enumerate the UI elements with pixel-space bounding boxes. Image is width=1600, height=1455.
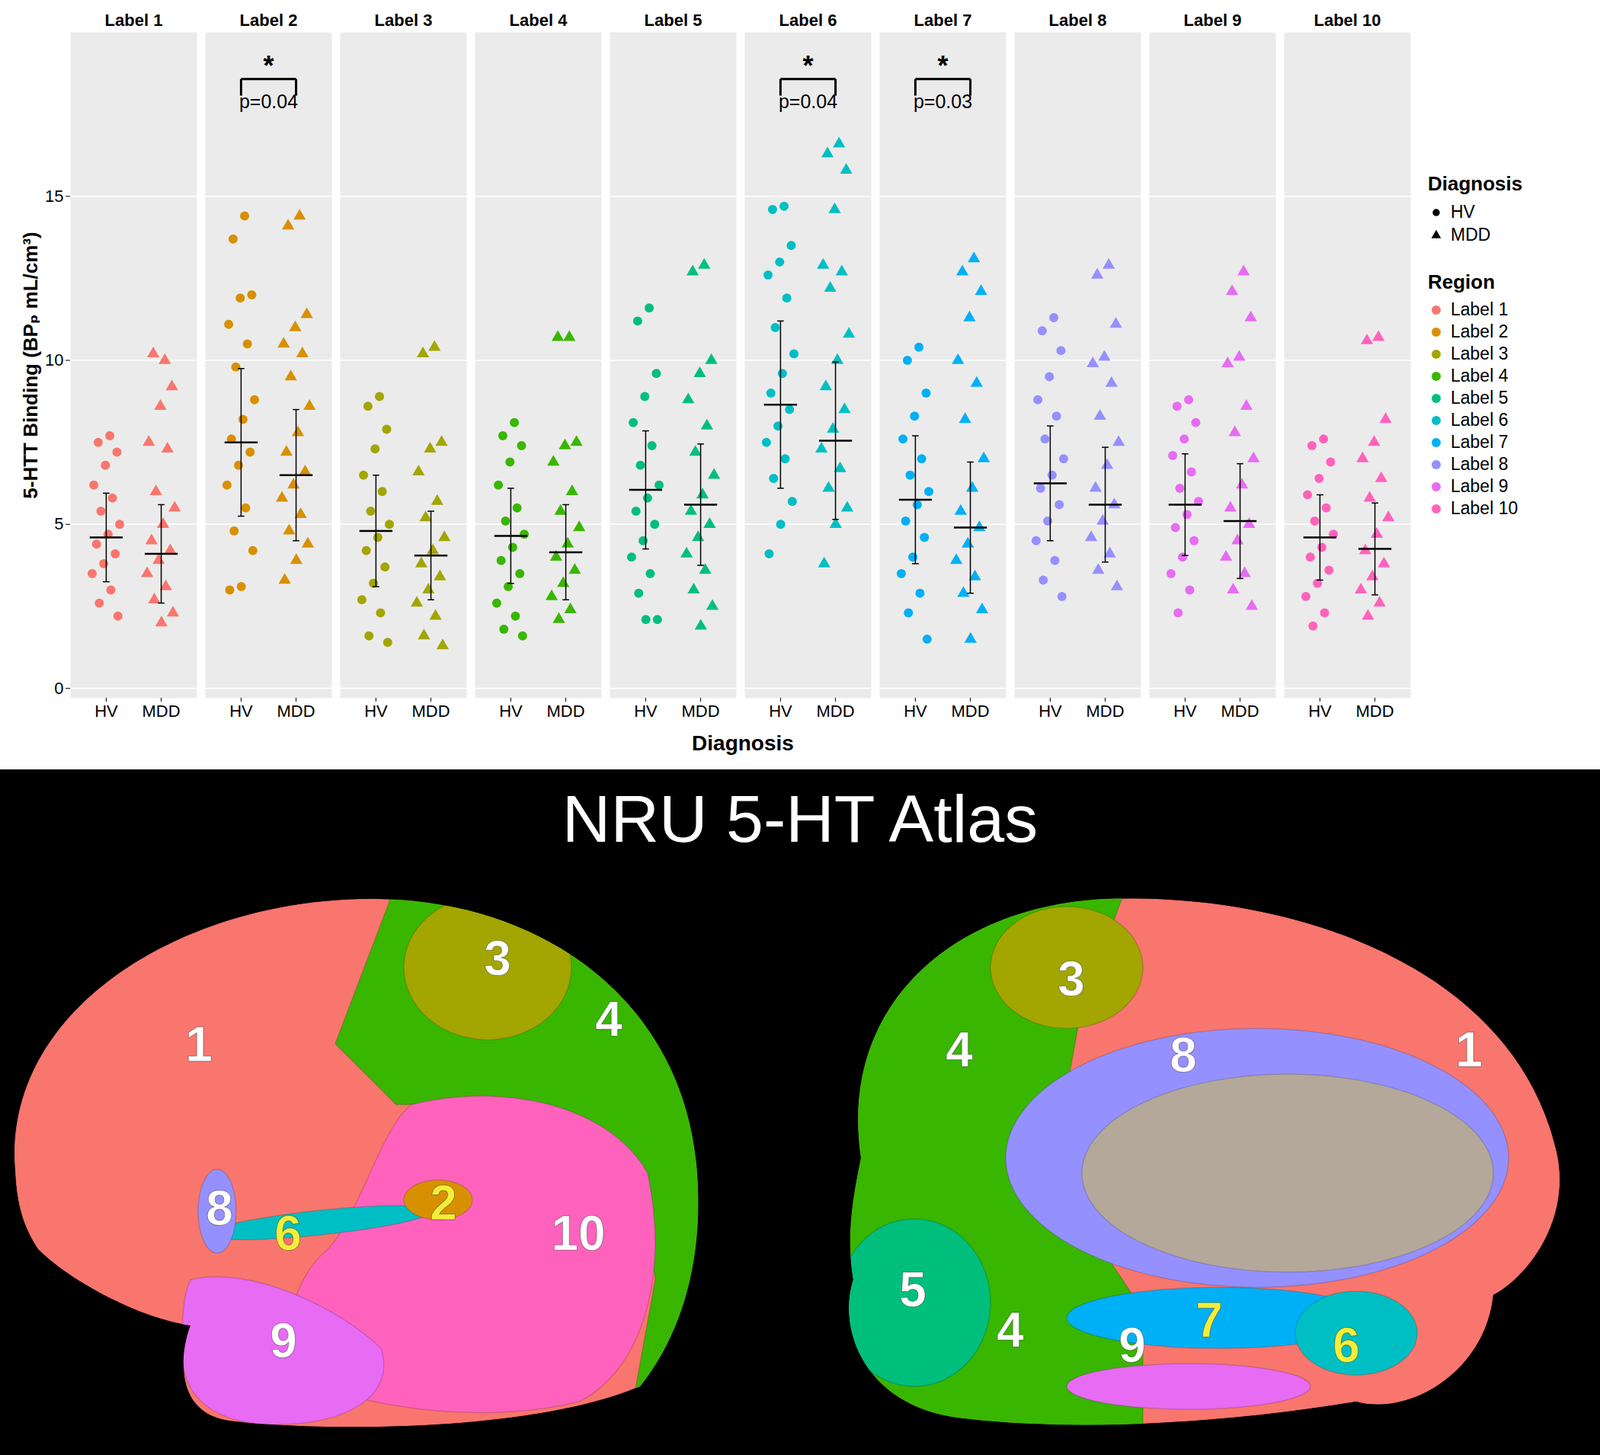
svg-text:3: 3 — [483, 931, 512, 986]
svg-text:HV: HV — [1308, 701, 1332, 721]
svg-text:7: 7 — [1195, 1292, 1223, 1348]
svg-text:p=0.04: p=0.04 — [239, 90, 298, 112]
svg-text:MDD: MDD — [547, 701, 586, 721]
svg-text:6: 6 — [274, 1206, 302, 1261]
html-text:Label 9: Label 9 — [1450, 476, 1509, 496]
svg-text:Label 9: Label 9 — [1184, 10, 1242, 30]
html-text:NRU 5-HT Atlas: NRU 5-HT Atlas — [562, 780, 1038, 857]
html-text:Region: Region — [1427, 270, 1495, 294]
svg-text:HV: HV — [633, 701, 658, 721]
svg-text:MDD: MDD — [412, 701, 451, 721]
html-text:Label 1: Label 1 — [1450, 299, 1509, 320]
svg-text:*: * — [802, 50, 813, 82]
html-text:Label 6: Label 6 — [1450, 409, 1509, 430]
svg-text:Label 2: Label 2 — [240, 10, 298, 30]
svg-text:HV: HV — [1038, 701, 1063, 721]
html-text:MDD: MDD — [1450, 224, 1491, 245]
svg-text:HV: HV — [499, 701, 523, 721]
html-text:Label 5: Label 5 — [1450, 387, 1509, 408]
html-text:Diagnosis: Diagnosis — [691, 731, 794, 756]
svg-text:5-HTT Binding (BPₚ mL/cm³): 5-HTT Binding (BPₚ mL/cm³) — [19, 231, 42, 499]
svg-text:Label 7: Label 7 — [914, 10, 973, 30]
svg-text:*: * — [937, 50, 948, 82]
svg-text:15: 15 — [44, 186, 64, 206]
svg-text:MDD: MDD — [681, 701, 720, 721]
svg-text:Label 10: Label 10 — [1313, 10, 1381, 30]
svg-text:MDD: MDD — [277, 701, 316, 721]
svg-text:HV: HV — [1173, 701, 1197, 721]
svg-text:Label 3: Label 3 — [374, 10, 433, 30]
svg-text:Label 1: Label 1 — [105, 10, 164, 30]
svg-text:4: 4 — [996, 1302, 1024, 1358]
svg-text:MDD: MDD — [142, 701, 181, 721]
svg-text:9: 9 — [269, 1313, 298, 1369]
html-text:Diagnosis: Diagnosis — [1427, 172, 1523, 196]
svg-text:MDD: MDD — [1356, 701, 1395, 721]
svg-text:Label 6: Label 6 — [779, 10, 838, 30]
svg-text:1: 1 — [185, 1017, 213, 1072]
svg-text:2: 2 — [429, 1175, 458, 1231]
svg-text:HV: HV — [364, 701, 388, 721]
svg-text:MDD: MDD — [1221, 701, 1260, 721]
svg-text:MDD: MDD — [1086, 701, 1125, 721]
html-text:HV: HV — [1450, 201, 1476, 222]
svg-text:p=0.03: p=0.03 — [913, 90, 973, 112]
html-text:Label 3: Label 3 — [1450, 343, 1509, 364]
svg-text:HV: HV — [903, 701, 928, 721]
svg-text:p=0.04: p=0.04 — [778, 90, 838, 112]
svg-text:8: 8 — [1169, 1027, 1197, 1083]
svg-text:Label 5: Label 5 — [644, 10, 703, 30]
svg-text:6: 6 — [1332, 1318, 1360, 1373]
html-text:Label 10: Label 10 — [1450, 498, 1518, 519]
svg-text:0: 0 — [54, 678, 64, 698]
svg-text:MDD: MDD — [816, 701, 855, 721]
svg-text:*: * — [262, 50, 274, 82]
html-text:Label 7: Label 7 — [1450, 432, 1509, 452]
svg-text:5: 5 — [54, 514, 64, 534]
svg-text:5: 5 — [899, 1262, 927, 1318]
svg-text:HV: HV — [768, 701, 793, 721]
html-text:Label 4: Label 4 — [1450, 365, 1509, 386]
svg-text:1: 1 — [1455, 1022, 1483, 1078]
svg-text:10: 10 — [550, 1206, 605, 1261]
svg-text:4: 4 — [945, 1022, 973, 1078]
svg-text:MDD: MDD — [951, 701, 990, 721]
svg-text:Label 8: Label 8 — [1049, 10, 1108, 30]
svg-text:4: 4 — [595, 992, 623, 1047]
svg-text:HV: HV — [229, 701, 253, 721]
html-text:Label 8: Label 8 — [1450, 454, 1509, 474]
svg-text:10: 10 — [44, 350, 64, 370]
svg-text:8: 8 — [205, 1180, 234, 1236]
svg-text:Label 4: Label 4 — [509, 10, 569, 30]
svg-text:3: 3 — [1057, 951, 1085, 1007]
html-text:Label 2: Label 2 — [1450, 321, 1509, 342]
svg-text:9: 9 — [1118, 1318, 1146, 1373]
svg-text:HV: HV — [94, 701, 119, 721]
